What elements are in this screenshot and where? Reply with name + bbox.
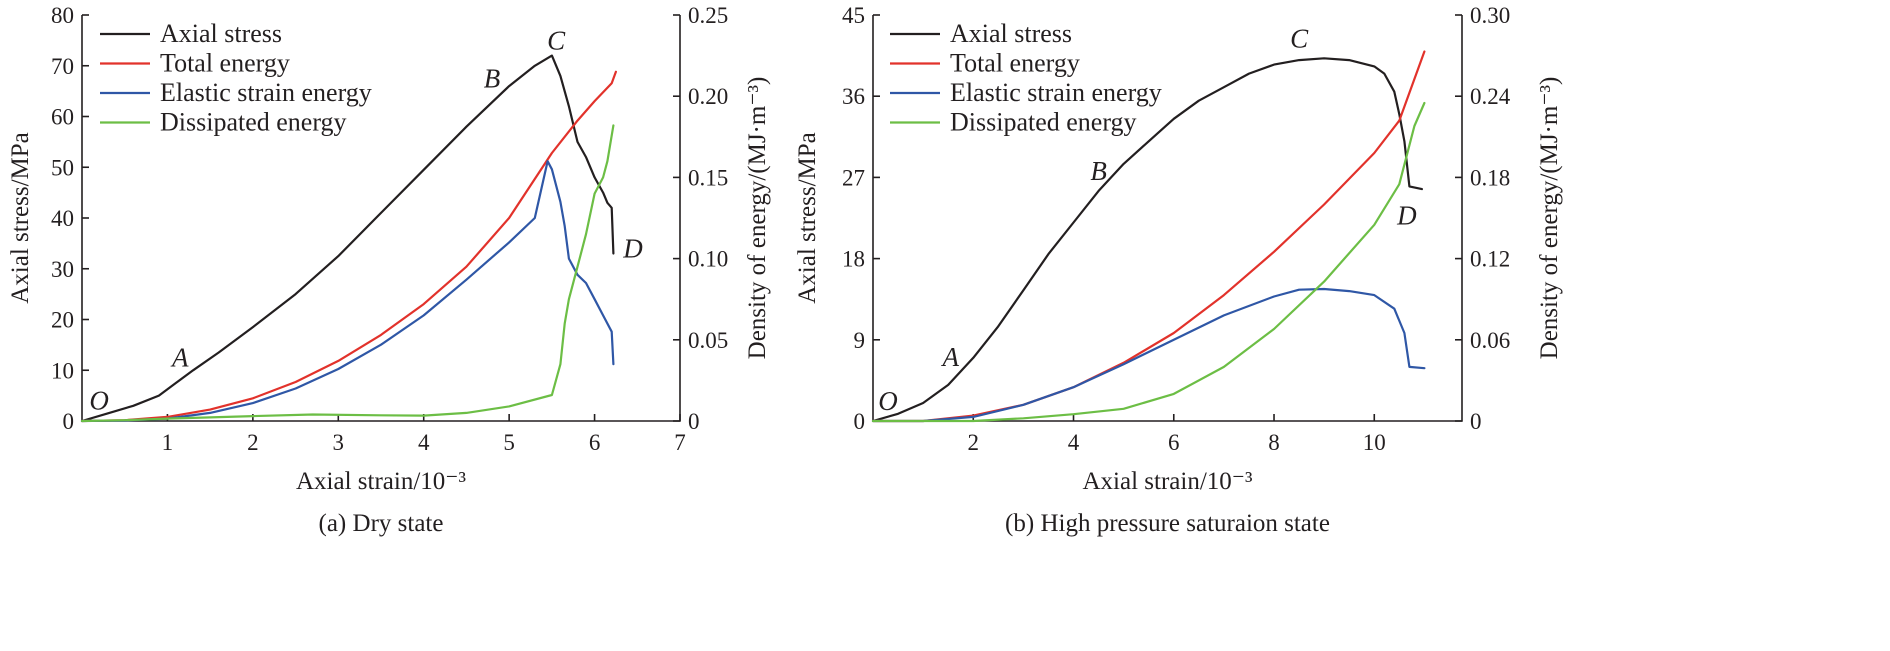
series-line-axial-stress	[80, 54, 615, 423]
point-label-o: O	[878, 386, 898, 416]
series-line-elastic-strain-energy	[80, 160, 615, 423]
y-right-axis-label: Density of energy/(MJ·m⁻³)	[1536, 77, 1563, 360]
point-label-c: C	[547, 25, 566, 55]
point-label-b: B	[1090, 156, 1107, 186]
y-right-tick-label: 0.12	[1470, 247, 1510, 272]
point-label-o: O	[89, 386, 109, 416]
legend-label: Dissipated energy	[950, 108, 1137, 137]
point-label-d: D	[622, 233, 643, 263]
x-axis-label: Axial strain/10⁻³	[296, 468, 466, 495]
y-left-tick-label: 36	[842, 84, 865, 109]
y-left-tick-label: 27	[842, 165, 865, 190]
x-tick-label: 6	[589, 430, 601, 455]
panel-dry-state: 1 2 3 4 5 6 70102030405060708000.050.100.150.2…	[7, 3, 771, 537]
y-left-tick-label: 18	[842, 247, 865, 272]
panel-high-pressure-saturation-state: 2 4 6 8 10 0 9 18 27 36 45 0 0.06 0.12 0.18 0.24 0.30 Axi…	[794, 3, 1563, 537]
y-right-axis-label: Density of energy/(MJ·m⁻³)	[744, 77, 771, 360]
x-tick-label: 5	[503, 430, 515, 455]
y-left-tick-label: 60	[51, 105, 74, 130]
series-line-elastic-strain-energy	[871, 287, 1426, 423]
x-tick-label: 6	[1168, 430, 1180, 455]
y-left-tick-label: 50	[51, 155, 74, 180]
x-tick-label: 3	[333, 430, 345, 455]
legend-label: Total energy	[160, 49, 290, 78]
y-right-tick-label: 0.15	[688, 165, 728, 190]
y-left-tick-label: 10	[51, 358, 74, 383]
y-right-tick-label: 0.20	[688, 84, 728, 109]
point-label-a: A	[940, 342, 959, 372]
x-tick-label: 1	[162, 430, 174, 455]
y-right-tick-label: 0.18	[1470, 165, 1510, 190]
x-tick-label: 7	[674, 430, 686, 455]
y-left-tick-label: 40	[51, 206, 74, 231]
panel-caption: (b) High pressure saturaion state	[1005, 510, 1330, 537]
y-right-tick-label: 0.06	[1470, 328, 1510, 353]
series-line-total-energy	[871, 50, 1426, 423]
x-axis-label: Axial strain/10⁻³	[1083, 468, 1253, 495]
y-right-tick-label: 0.05	[688, 328, 728, 353]
x-tick-label: 8	[1268, 430, 1280, 455]
point-label-b: B	[484, 63, 501, 93]
point-label-c: C	[1290, 23, 1309, 53]
x-tick-label: 4	[1068, 430, 1080, 455]
y-left-tick-label: 80	[51, 3, 74, 28]
y-right-tick-label: 0.24	[1470, 84, 1511, 109]
y-right-tick-label: 0.25	[688, 3, 728, 28]
legend-label: Dissipated energy	[160, 108, 347, 137]
legend-label: Axial stress	[160, 19, 282, 48]
x-tick-label: 10	[1363, 430, 1386, 455]
x-tick-label: 4	[418, 430, 430, 455]
series-line-dissipated-energy	[871, 101, 1426, 423]
series-line-total-energy	[80, 70, 617, 423]
y-right-tick-label: 0	[688, 409, 700, 434]
y-left-tick-label: 20	[51, 308, 74, 333]
legend-label: Total energy	[950, 49, 1080, 78]
panel-caption: (a) Dry state	[319, 510, 444, 537]
y-right-tick-label: 0.10	[688, 247, 728, 272]
y-right-tick-label: 0.30	[1470, 3, 1510, 28]
legend-label: Elastic strain energy	[950, 78, 1162, 107]
point-label-a: A	[170, 343, 189, 373]
series-line-axial-stress	[871, 57, 1423, 423]
y-right-tick-label: 0	[1470, 409, 1482, 434]
y-left-tick-label: 45	[842, 3, 865, 28]
y-left-axis-label: Axial stress/MPa	[794, 132, 821, 304]
legend-label: Elastic strain energy	[160, 78, 372, 107]
y-left-tick-label: 70	[51, 54, 74, 79]
y-left-tick-label: 0	[854, 409, 866, 434]
y-left-tick-label: 30	[51, 257, 74, 282]
series-line-dissipated-energy	[80, 124, 615, 423]
legend-label: Axial stress	[950, 19, 1072, 48]
x-tick-label: 2	[968, 430, 980, 455]
y-left-axis-label: Axial stress/MPa	[7, 132, 34, 304]
axis-frame	[872, 15, 1463, 422]
x-tick-label: 2	[247, 430, 259, 455]
y-left-tick-label: 0	[63, 409, 75, 434]
point-label-d: D	[1396, 200, 1417, 230]
y-left-tick-label: 9	[854, 328, 866, 353]
